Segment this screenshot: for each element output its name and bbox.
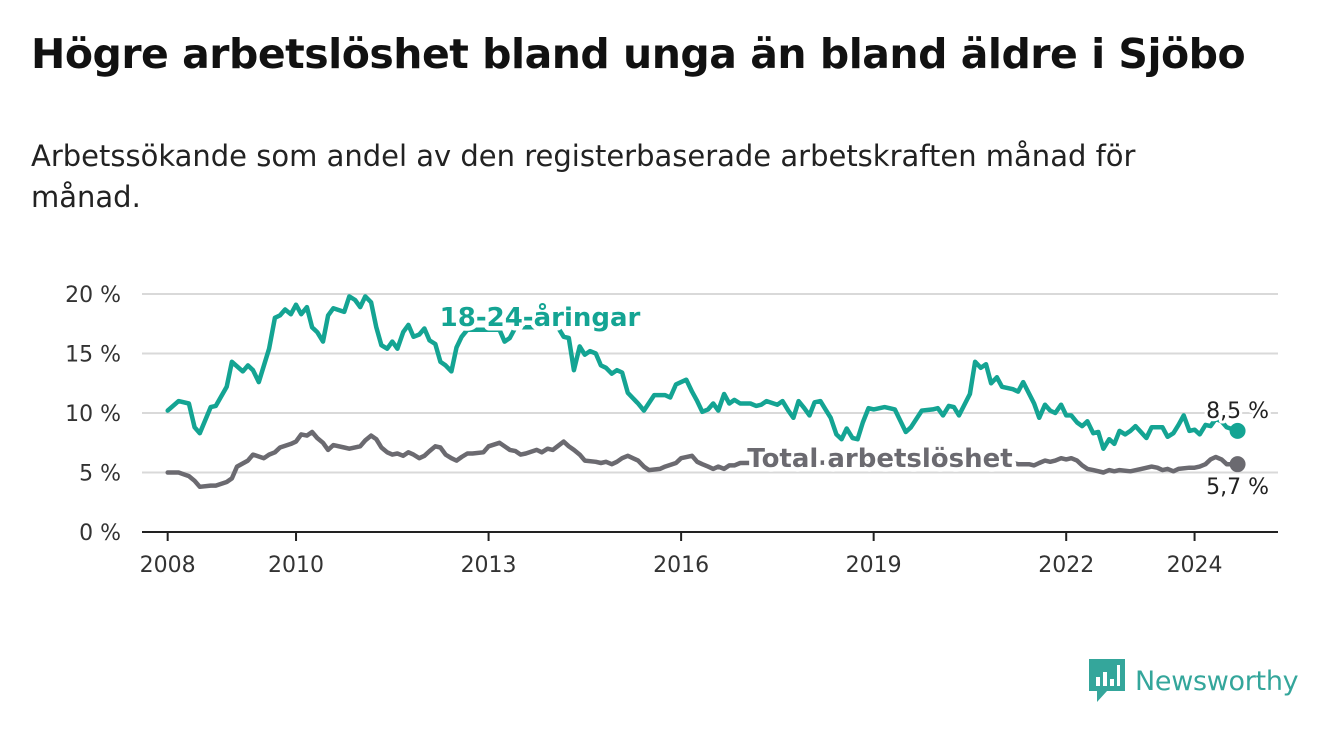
bar-chart-speech-icon	[1089, 659, 1125, 702]
newsworthy-logo: Newsworthy	[1089, 659, 1299, 703]
x-tick-label: 2016	[653, 553, 709, 578]
series-lines	[165, 294, 1246, 490]
x-tick-label: 2010	[268, 553, 324, 578]
end-value-label: 8,5 %	[1206, 399, 1269, 424]
y-tick-label: 5 %	[79, 462, 121, 487]
end-value-label: 5,7 %	[1206, 475, 1269, 500]
x-tick-label: 2008	[140, 553, 196, 578]
y-tick-label: 0 %	[79, 521, 121, 546]
series-name-label: Total arbetslöshet	[747, 444, 1012, 474]
axes: 0 % 5 % 10 % 15 % 20 % 2008 2010 2013 2016 2019 20…	[65, 283, 1278, 578]
y-tick-label: 10 %	[65, 402, 121, 427]
series-labels: 18-24-åringar 8,5 % Total arbetslöshet 5,7 …	[435, 297, 1272, 504]
x-tick-label: 2022	[1038, 553, 1094, 578]
end-point-marker	[1229, 422, 1246, 439]
series-line	[165, 294, 1240, 451]
y-tick-label: 15 %	[65, 343, 121, 368]
series-line	[165, 429, 1240, 490]
x-tick-label: 2019	[846, 553, 902, 578]
series-name-label: 18-24-åringar	[440, 301, 641, 333]
chart-subtitle: Arbetssökande som andel av den registerb…	[31, 139, 1136, 214]
y-tick-label: 20 %	[65, 283, 121, 308]
x-tick-label: 2013	[461, 553, 517, 578]
gridlines	[142, 293, 1278, 474]
x-tick-label: 2024	[1167, 553, 1223, 578]
brand-name: Newsworthy	[1135, 665, 1299, 697]
end-point-marker	[1229, 456, 1246, 473]
chart-title: Högre arbetslöshet bland unga än bland ä…	[31, 30, 1246, 78]
